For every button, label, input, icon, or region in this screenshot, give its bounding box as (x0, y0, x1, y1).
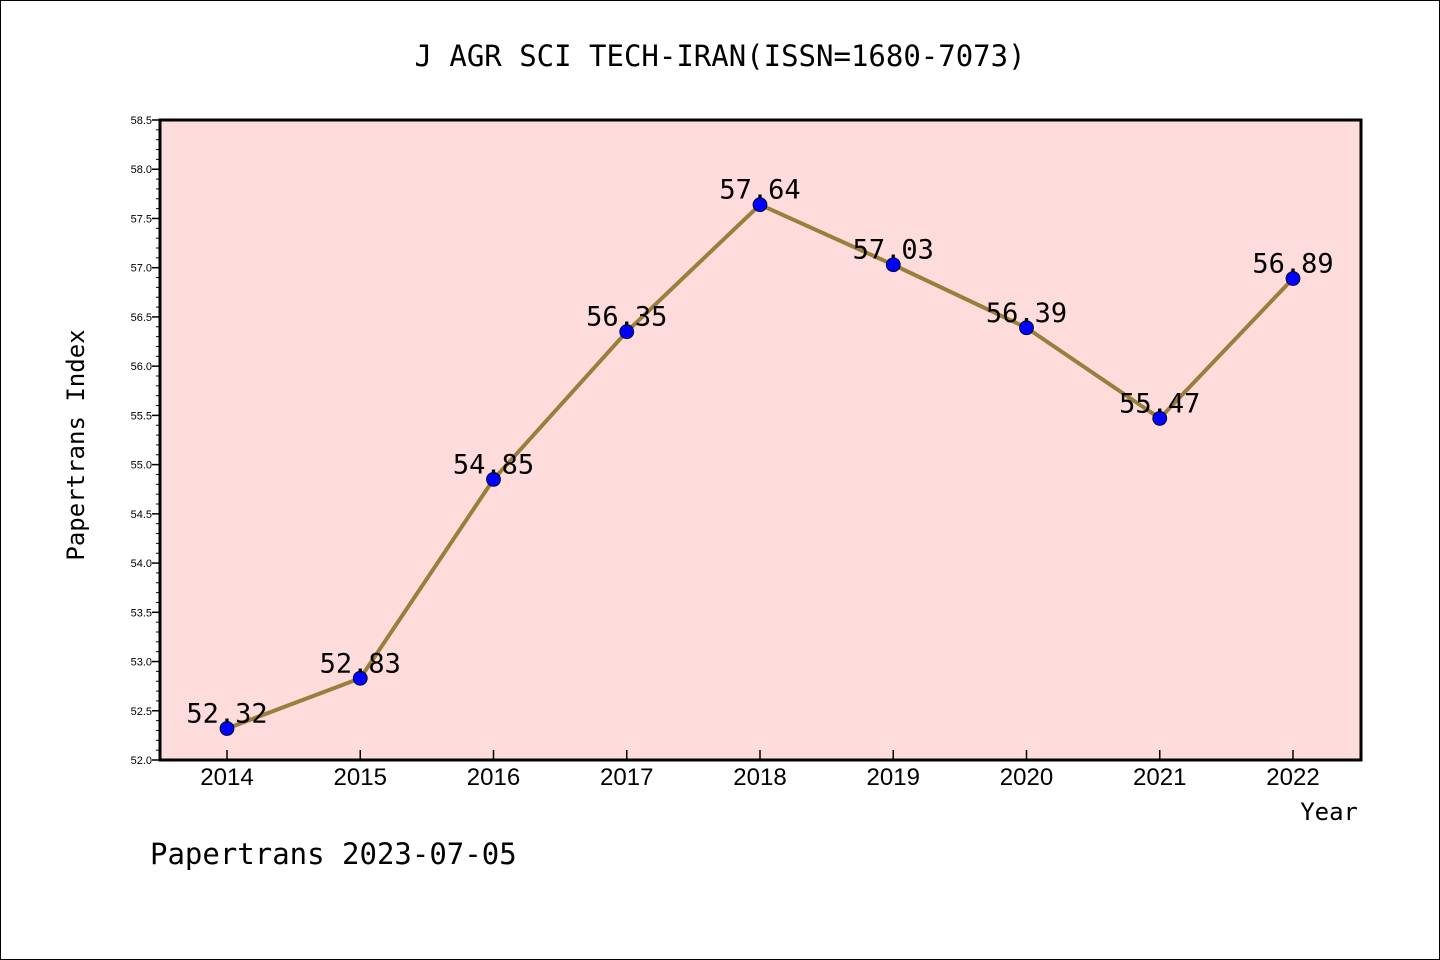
x-axis: 2014 2015 2016 2017 2018 2019 2020 2021 2022 (200, 750, 1320, 791)
x-tick-label: 2017 (600, 764, 653, 791)
y-tick-label: 56.0 (131, 361, 152, 373)
data-point (486, 471, 501, 487)
y-tick-label: 53.0 (131, 657, 152, 669)
footer-note: Papertrans 2023-07-05 (150, 837, 517, 871)
y-tick-label: 54.0 (131, 558, 152, 570)
data-points (219, 197, 1301, 736)
y-tick-label: 55.0 (131, 460, 152, 472)
data-label: 57.03 (853, 235, 934, 266)
data-label: 54.85 (453, 449, 534, 480)
y-tick-label: 58.5 (131, 115, 152, 127)
data-label: 56.39 (986, 298, 1067, 329)
y-tick-label: 54.5 (131, 509, 152, 521)
data-point (752, 197, 768, 213)
x-tick-label: 2022 (1266, 764, 1319, 791)
data-labels: 52.32 52.83 54.85 56.35 57.64 57.03 56.39 55.47… (186, 175, 1333, 730)
x-axis-label: Year (1300, 798, 1358, 826)
y-axis: 52.0 52.5 53.0 53.5 54.0 54.5 55.0 55.5 56.0 56.5… (131, 115, 160, 767)
plot-area (160, 120, 1361, 760)
y-tick-label: 58.0 (131, 164, 152, 176)
data-point (352, 670, 368, 686)
chart-title: J AGR SCI TECH-IRAN(ISSN=1680-7073) (414, 39, 1025, 73)
x-tick-label: 2015 (334, 764, 387, 791)
y-tick-label: 52.0 (131, 755, 152, 767)
data-point (1152, 410, 1168, 426)
data-point (885, 257, 901, 273)
data-point (219, 721, 235, 736)
y-tick-label: 53.5 (131, 607, 152, 619)
x-tick-label: 2016 (467, 764, 520, 791)
y-tick-label: 57.0 (131, 263, 152, 275)
data-point (1285, 271, 1301, 286)
x-tick-label: 2020 (1000, 764, 1053, 791)
y-tick-label: 52.5 (131, 706, 152, 718)
plot-border (158, 118, 1363, 762)
data-point (619, 324, 635, 340)
data-label: 55.47 (1119, 388, 1200, 419)
y-tick-label: 56.5 (131, 312, 152, 324)
data-label: 56.35 (586, 302, 667, 333)
x-tick-label: 2021 (1133, 764, 1186, 791)
data-label: 57.64 (719, 175, 800, 206)
data-label: 52.32 (186, 698, 267, 729)
x-tick-label: 2014 (200, 764, 253, 791)
x-tick-label: 2019 (867, 764, 920, 791)
y-tick-label: 57.5 (131, 213, 152, 225)
data-point (1019, 320, 1034, 336)
data-label: 56.89 (1252, 249, 1333, 280)
x-tick-label: 2018 (733, 764, 786, 791)
y-axis-label: Papertrans Index (62, 329, 90, 560)
y-tick-label: 55.5 (131, 410, 152, 422)
data-label: 52.83 (320, 648, 401, 679)
